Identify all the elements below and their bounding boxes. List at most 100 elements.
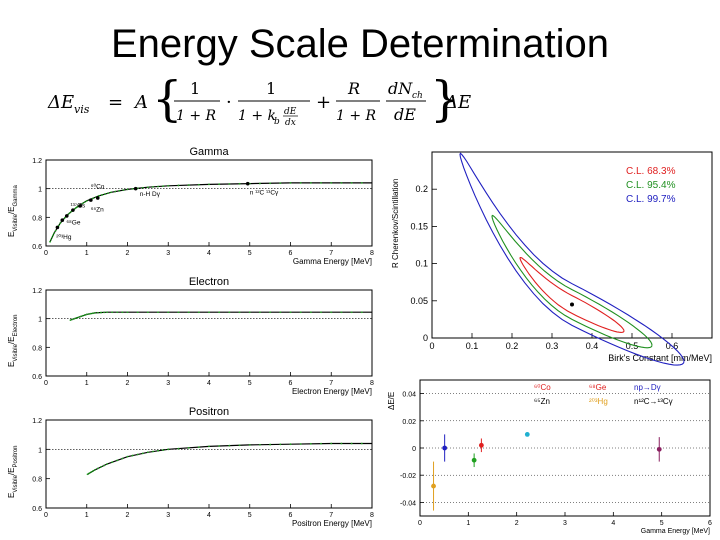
data-band-point [350, 442, 353, 445]
legend-entry: np→Dγ [634, 383, 661, 392]
data-band-point [167, 311, 170, 314]
data-band-point [85, 199, 88, 202]
data-band-point [74, 207, 77, 209]
y-tick-label: 0.6 [32, 244, 42, 251]
x-tick-label: 2 [126, 380, 130, 387]
contour-line [459, 152, 685, 366]
data-band-point [269, 443, 272, 446]
x-tick-label: 3 [166, 250, 170, 257]
x-tick-label: 7 [329, 380, 333, 387]
x-tick-label: 7 [329, 250, 333, 257]
data-band-point [91, 197, 94, 200]
y-axis-label: EVisible/EGamma [7, 185, 19, 237]
data-band-point [122, 189, 125, 191]
data-band-point [131, 187, 134, 190]
data-point [478, 442, 484, 448]
data-point [133, 186, 138, 191]
data-band-point [92, 470, 94, 472]
x-tick-label: 2 [126, 250, 130, 257]
y-tick-label: 0 [412, 446, 416, 453]
data-band-point [114, 190, 117, 193]
formula-one-plus-r-1: 1 + R [176, 108, 217, 124]
y-tick-label: 1.2 [32, 158, 42, 165]
annotation-label: ¹³⁷Cs [70, 202, 85, 209]
data-band-point [69, 319, 72, 321]
x-tick-label: 0 [418, 520, 422, 527]
data-band-point [289, 311, 292, 314]
data-band-point [103, 311, 105, 314]
data-band-point [118, 189, 121, 192]
data-point [471, 457, 477, 463]
x-tick-label: 4 [207, 250, 211, 257]
data-band-point [87, 313, 90, 315]
data-band-point [360, 182, 363, 184]
data-point [95, 196, 100, 200]
formula-one-plus-r-2: 1 + R [336, 108, 377, 124]
annotation-label: ⁶⁵Zn [91, 207, 104, 214]
data-band-point [85, 313, 88, 316]
data-band-point [248, 311, 251, 314]
formula-dot: · [226, 92, 232, 113]
data-band-point [116, 311, 119, 314]
data-band-point [309, 442, 312, 445]
data-point [64, 214, 69, 218]
data-band-point [126, 188, 129, 191]
y-tick-label: 0 [423, 333, 428, 343]
x-tick-label: 5 [660, 520, 664, 527]
data-band-point [100, 311, 102, 314]
y-tick-label: 1.2 [32, 288, 42, 295]
annotation-label: ²⁰³Hg [56, 233, 72, 241]
data-band-point [208, 311, 210, 314]
formula-dn-num: dN [388, 79, 413, 98]
data-band-point [116, 459, 119, 462]
x-tick-label: 3 [563, 520, 567, 527]
data-band-point [279, 182, 282, 185]
data-band-point [269, 182, 272, 185]
data-band-point [104, 193, 106, 195]
data-band-point [136, 311, 139, 314]
legend-entry: ⁶⁵Zn [534, 397, 550, 406]
data-band-point [71, 318, 74, 321]
data-band-point [94, 312, 96, 314]
data-band-point [162, 449, 165, 451]
data-band-point [340, 182, 343, 184]
x-tick-label: 0.1 [466, 341, 479, 351]
legend-entry: C.L. 95.4% [626, 180, 676, 191]
x-tick-label: 3 [166, 380, 170, 387]
x-tick-label: 5 [248, 380, 252, 387]
data-band-point [320, 182, 322, 184]
data-band-point [146, 311, 149, 314]
x-tick-label: 1 [85, 380, 89, 387]
data-point [442, 445, 448, 451]
x-tick-label: 2 [515, 520, 519, 527]
data-band-point [167, 184, 170, 187]
data-point [55, 225, 60, 230]
x-tick-label: 0 [429, 341, 434, 351]
data-band-point [53, 232, 56, 234]
data-band-point [94, 468, 96, 471]
fit-curve [87, 442, 372, 475]
plot-frame [45, 159, 373, 247]
contour-plot: 0 0.1 0.2 0.3 0.4 0.5 0.600.050.10.150.2Birk's… [391, 151, 713, 366]
y-axis-label: EVisible/EElectron [7, 315, 19, 368]
data-band-point [91, 312, 94, 315]
data-band-point [98, 194, 100, 197]
x-tick-label: 7 [329, 512, 333, 519]
formula-A: A [133, 92, 148, 113]
data-band-point [152, 185, 154, 188]
data-band-point [197, 183, 200, 186]
data-band-point [111, 311, 114, 314]
x-axis-label: Electron Energy [MeV] [292, 387, 372, 396]
formula-brace-right: } [430, 71, 461, 127]
annotation-label: ⁶⁰Co [91, 183, 105, 191]
plot-frame [45, 289, 373, 377]
data-band-point [299, 182, 302, 184]
data-band-point [289, 182, 292, 184]
formula-one-2: 1 [266, 79, 276, 98]
x-axis-label: Gamma Energy [MeV] [641, 528, 710, 535]
x-tick-label: 1 [466, 520, 470, 527]
x-tick-label: 6 [708, 520, 712, 527]
legend-entry: C.L. 99.7% [626, 194, 676, 205]
annotation-label: n ¹²C ¹³Cγ [250, 189, 279, 196]
y-tick-label: 1 [38, 317, 42, 324]
